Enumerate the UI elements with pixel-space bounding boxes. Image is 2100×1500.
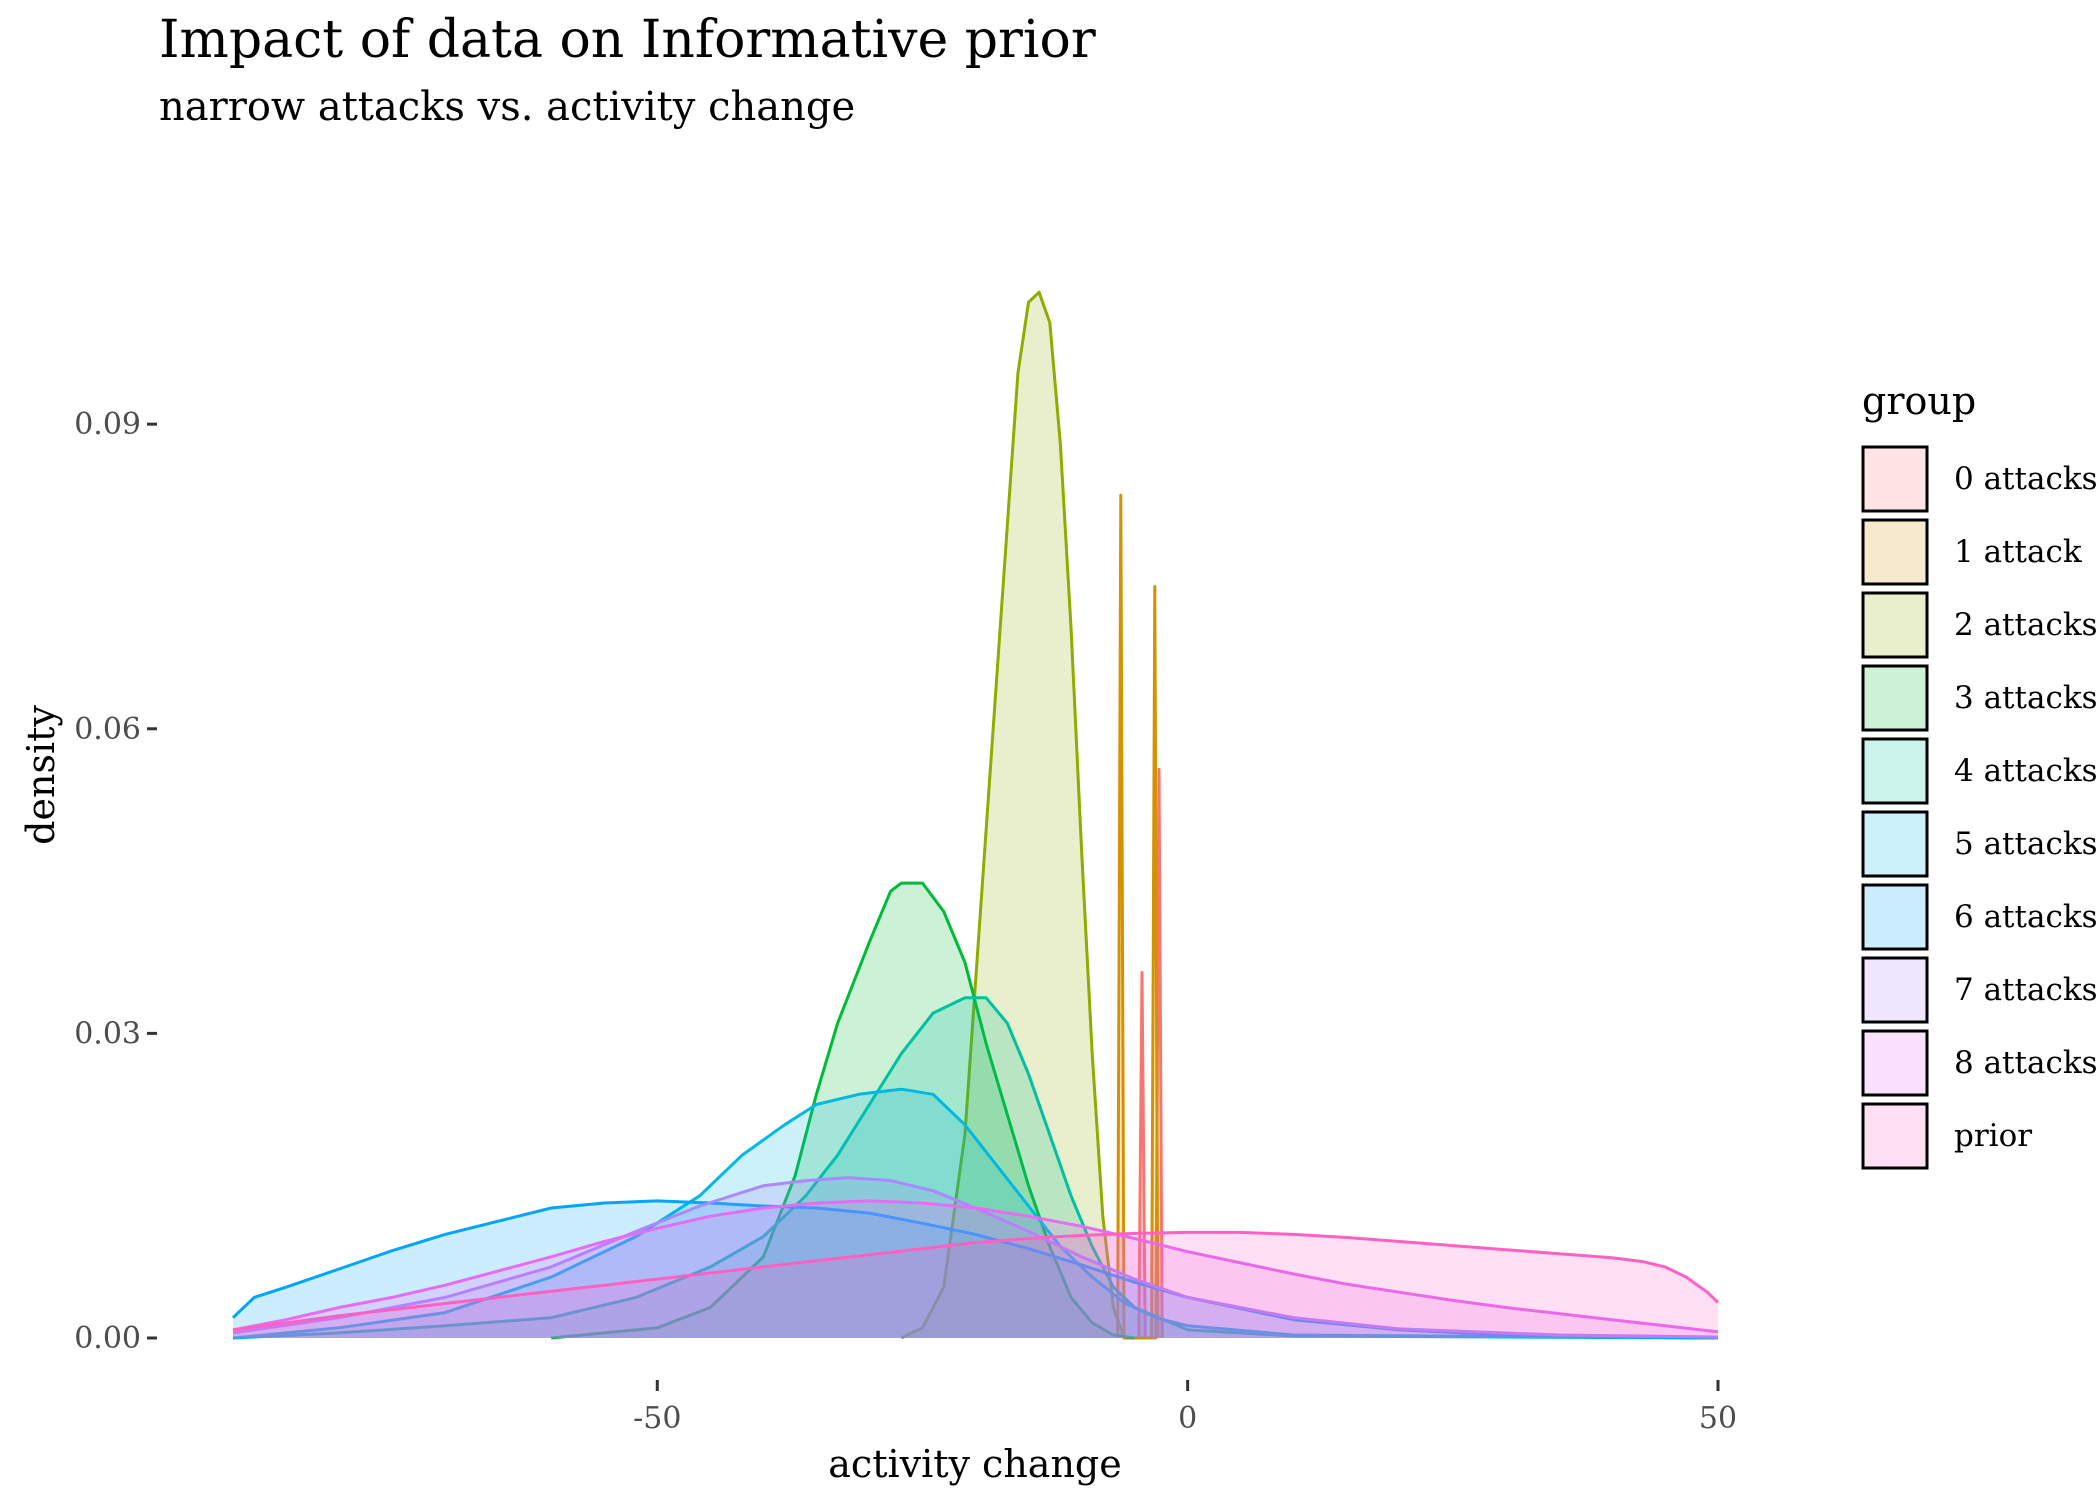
legend-label: 6 attacks [1954,899,2098,935]
x-tick-label: -50 [633,1401,681,1436]
y-axis-title: density [19,705,63,845]
density-fill-3-attacks [551,883,1135,1338]
legend-label: prior [1954,1118,2032,1154]
density-line-1-attack [1116,493,1160,1340]
y-tick-label: 0.00 [74,1321,141,1356]
y-tick-label: 0.09 [74,407,141,442]
density-line-7-attacks [232,1176,1719,1339]
legend-label: 5 attacks [1954,826,2098,862]
legend-swatch [1861,956,1929,1024]
legend-label: 7 attacks [1954,972,2098,1008]
density-line-3-attacks [551,881,1135,1340]
legend-label: 3 attacks [1954,680,2098,716]
legend-label: 2 attacks [1954,607,2098,643]
y-tick-label: 0.03 [74,1016,141,1051]
x-tick-label: 50 [1699,1401,1737,1436]
legend-label: 0 attacks [1954,461,2098,497]
legend: group 0 attacks 1 attack 2 attacks 3 attack… [1861,379,2098,1170]
legend-title: group [1862,379,1976,423]
chart-subtitle: narrow attacks vs. activity change [159,84,856,130]
density-fill-1-attack [1117,495,1158,1338]
density-areas [231,290,1720,1340]
legend-swatch [1861,591,1929,659]
legend-swatch [1861,664,1929,732]
x-axis-title: activity change [828,1442,1122,1486]
density-line-prior [232,1230,1720,1332]
legend-swatch [1861,518,1929,586]
density-fill-6-attacks [233,1200,1718,1338]
y-axis: 0.00 0.03 0.06 0.09 [74,407,157,1356]
legend-label: 8 attacks [1954,1045,2098,1081]
legend-swatch [1861,810,1929,878]
density-fill-4-attacks [233,997,1718,1338]
legend-swatch [1861,883,1929,951]
legend-swatch [1861,445,1929,513]
legend-label: 4 attacks [1954,753,2098,789]
chart-title: Impact of data on Informative prior [159,10,1096,70]
density-fill-2-attacks [901,292,1124,1339]
density-line-6-attacks [231,1199,1719,1340]
density-line-4-attacks [232,996,1719,1340]
x-tick-label: 0 [1178,1401,1197,1436]
legend-swatch [1861,1029,1929,1097]
density-fill-7-attacks [233,1177,1718,1338]
legend-swatch [1861,737,1929,805]
legend-label: 1 attack [1954,534,2082,570]
density-fill-5-attacks [233,1089,1718,1338]
density-fill-prior [233,1232,1718,1338]
density-line-2-attacks [900,290,1126,1340]
legend-swatch [1861,1102,1929,1170]
density-line-8-attacks [232,1199,1719,1334]
density-fill-8-attacks [233,1200,1718,1338]
density-line-5-attacks [232,1087,1719,1340]
y-tick-label: 0.06 [74,712,141,747]
x-axis: -50 0 50 [633,1380,1737,1436]
